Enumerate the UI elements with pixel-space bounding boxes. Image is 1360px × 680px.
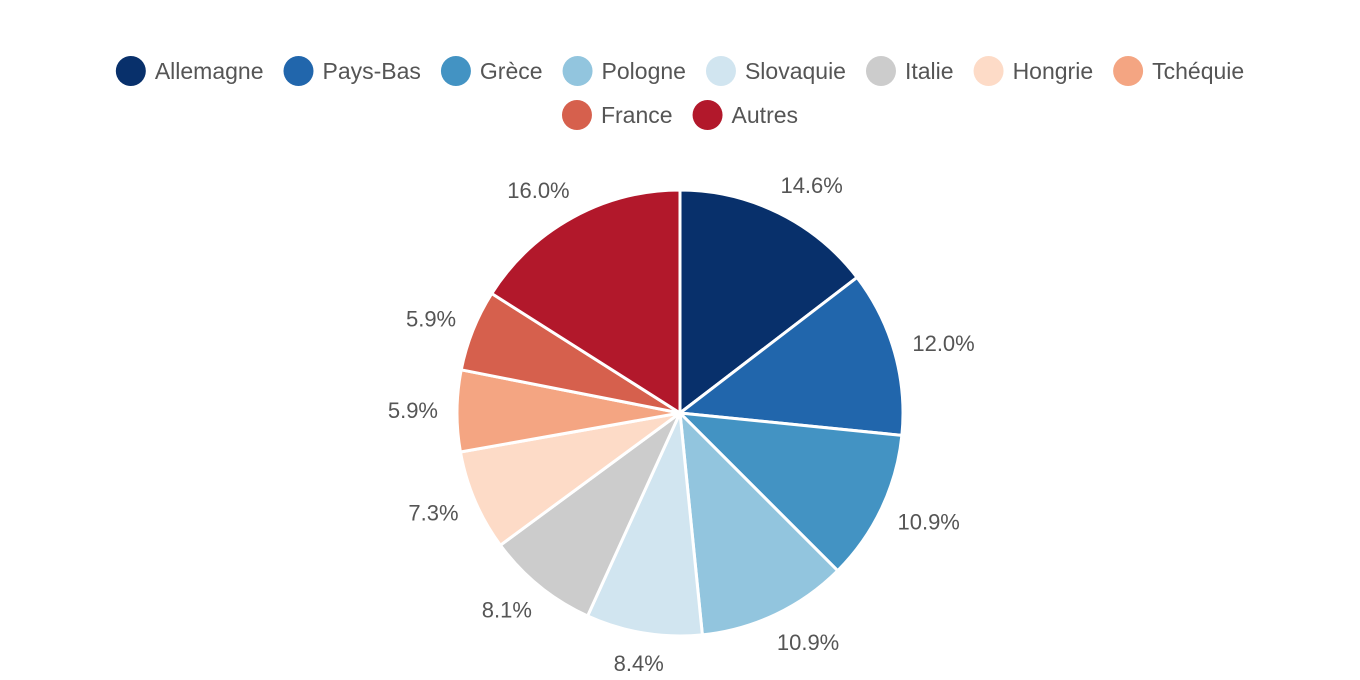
legend-item-france[interactable]: France — [561, 100, 673, 130]
legend-swatch-tchequie — [1113, 56, 1144, 86]
legend-item-pays-bas[interactable]: Pays-Bas — [283, 56, 421, 86]
data-label-autres: 16.0% — [507, 178, 569, 203]
pie-data-labels: 14.6% 12.0% 10.9% 10.9% 8.4% 8.1% 7.3% 5.9% 5.9%… — [388, 173, 975, 676]
legend-item-allemagne[interactable]: Allemagne — [115, 56, 264, 86]
legend-swatch-grece — [440, 56, 471, 86]
pie-slice-slovaquie[interactable] — [586, 411, 704, 638]
data-label-allemagne: 14.6% — [780, 173, 842, 198]
legend-swatch-italie — [865, 56, 896, 86]
pie-slice-pologne[interactable] — [678, 411, 840, 637]
legend-label-italie: Italie — [905, 58, 954, 84]
legend-label-grece: Grèce — [480, 58, 543, 84]
legend-swatch-allemagne — [115, 56, 146, 86]
pie-slice-autres[interactable] — [490, 188, 682, 415]
legend-item-slovaquie[interactable]: Slovaquie — [705, 56, 846, 86]
pie-slice-grece[interactable] — [678, 411, 904, 573]
legend-label-pays-bas: Pays-Bas — [322, 58, 420, 84]
data-label-france: 5.9% — [406, 306, 456, 331]
legend-label-autres: Autres — [732, 102, 798, 128]
legend-label-france: France — [601, 102, 673, 128]
data-label-grece: 10.9% — [897, 509, 959, 534]
chart-legend: Allemagne Pays-Bas Grèce Pologne Slovaquie It… — [115, 56, 1244, 130]
legend-item-italie[interactable]: Italie — [865, 56, 954, 86]
pie-slice-pays-bas[interactable] — [678, 275, 905, 437]
data-label-italie: 8.1% — [482, 598, 532, 623]
legend-label-slovaquie: Slovaquie — [745, 58, 846, 84]
legend-item-hongrie[interactable]: Hongrie — [973, 56, 1094, 86]
legend-swatch-pologne — [562, 56, 593, 86]
data-label-pologne: 10.9% — [777, 630, 839, 655]
legend-label-tchequie: Tchéquie — [1152, 58, 1244, 84]
legend-label-hongrie: Hongrie — [1013, 58, 1094, 84]
pie-slices — [455, 188, 905, 638]
pie-slice-allemagne[interactable] — [678, 188, 859, 415]
legend-swatch-pays-bas — [283, 56, 314, 86]
data-label-pays-bas: 12.0% — [912, 331, 974, 356]
pie-slice-hongrie[interactable] — [458, 411, 682, 547]
data-label-tchequie: 5.9% — [388, 398, 438, 423]
legend-swatch-hongrie — [973, 56, 1004, 86]
legend-item-autres[interactable]: Autres — [692, 100, 798, 130]
legend-item-pologne[interactable]: Pologne — [562, 56, 686, 86]
legend-label-pologne: Pologne — [602, 58, 686, 84]
pie-slice-italie[interactable] — [498, 411, 682, 618]
legend-item-grece[interactable]: Grèce — [440, 56, 543, 86]
data-label-slovaquie: 8.4% — [614, 651, 664, 676]
data-label-hongrie: 7.3% — [408, 501, 458, 526]
legend-swatch-france — [561, 100, 592, 130]
legend-swatch-autres — [692, 100, 723, 130]
legend-label-allemagne: Allemagne — [155, 58, 264, 84]
legend-swatch-slovaquie — [705, 56, 736, 86]
legend-item-tchequie[interactable]: Tchéquie — [1113, 56, 1244, 86]
